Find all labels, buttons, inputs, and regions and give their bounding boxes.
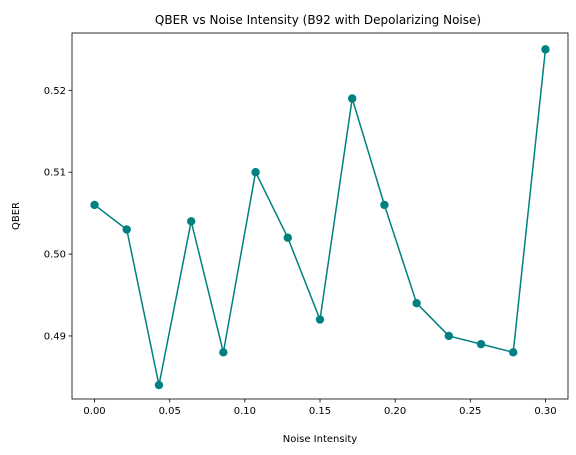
chart-title: QBER vs Noise Intensity (B92 with Depola… [155, 13, 481, 27]
data-point [444, 331, 454, 341]
y-tick-label: 0.51 [44, 168, 66, 179]
x-axis-label: Noise Intensity [283, 434, 358, 445]
x-axis: 0.00 0.05 0.10 0.15 0.20 0.25 0.30 [83, 399, 557, 417]
data-point [348, 94, 357, 103]
data-point [154, 380, 164, 390]
y-axis-label: QBER [11, 202, 22, 230]
data-point [380, 200, 389, 210]
x-tick-label: 0.15 [309, 406, 331, 417]
y-tick-label: 0.49 [44, 331, 66, 342]
data-point [219, 348, 228, 357]
data-point [541, 45, 550, 54]
x-tick-label: 0.05 [159, 406, 181, 417]
x-tick-label: 0.00 [83, 406, 105, 417]
data-point [90, 200, 99, 210]
plot-area [90, 45, 550, 390]
data-point [186, 217, 196, 226]
data-point [315, 315, 325, 324]
data-point [251, 167, 260, 177]
data-point [412, 299, 421, 308]
data-point [283, 233, 292, 242]
x-tick-label: 0.25 [459, 406, 481, 417]
y-tick-label: 0.50 [44, 250, 66, 261]
y-tick-label: 0.52 [44, 86, 66, 97]
x-tick-label: 0.20 [384, 406, 406, 417]
x-tick-label: 0.30 [534, 406, 556, 417]
data-point [122, 225, 131, 234]
data-point [476, 339, 486, 349]
data-point [509, 348, 518, 357]
x-tick-label: 0.10 [234, 406, 256, 417]
y-axis: 0.49 0.50 0.51 0.52 [44, 86, 72, 342]
